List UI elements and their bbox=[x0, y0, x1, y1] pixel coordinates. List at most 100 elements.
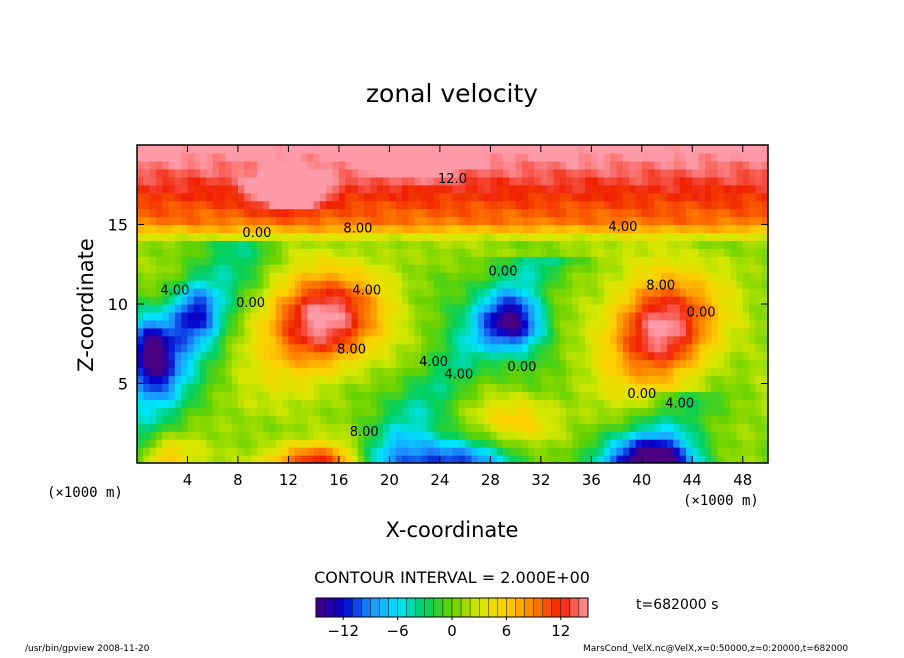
heatmap-cell bbox=[313, 280, 321, 289]
heatmap-cell bbox=[420, 351, 428, 361]
heatmap-cell bbox=[137, 160, 144, 170]
heatmap-cell bbox=[704, 208, 712, 218]
heatmap-cell bbox=[496, 192, 504, 202]
heatmap-cell bbox=[540, 383, 548, 393]
heatmap-cell bbox=[143, 240, 151, 249]
heatmap-cell bbox=[704, 311, 712, 321]
heatmap-cell bbox=[477, 343, 485, 353]
heatmap-cell bbox=[742, 192, 750, 202]
heatmap-cell bbox=[351, 240, 359, 249]
heatmap-cell bbox=[427, 343, 435, 353]
heatmap-cell bbox=[174, 455, 182, 463]
heatmap-cell bbox=[585, 447, 592, 456]
heatmap-cell bbox=[338, 200, 346, 210]
heatmap-cell bbox=[610, 264, 618, 273]
heatmap-cell bbox=[244, 248, 252, 257]
heatmap-cell bbox=[667, 208, 674, 218]
heatmap-cell bbox=[610, 208, 618, 218]
colorbar-segment bbox=[497, 597, 507, 618]
heatmap-cell bbox=[332, 319, 340, 329]
heatmap-cell bbox=[673, 168, 681, 178]
heatmap-cell bbox=[206, 383, 214, 393]
heatmap-cell bbox=[723, 407, 731, 416]
heatmap-cell bbox=[244, 280, 252, 289]
heatmap-cell bbox=[395, 168, 403, 178]
heatmap-cell bbox=[559, 216, 567, 226]
heatmap-cell bbox=[490, 168, 498, 178]
heatmap-cell bbox=[294, 264, 302, 273]
heatmap-cell bbox=[187, 407, 195, 416]
heatmap-cell bbox=[288, 168, 296, 178]
heatmap-cell bbox=[736, 296, 744, 305]
heatmap-cell bbox=[181, 256, 189, 265]
heatmap-cell bbox=[553, 264, 561, 273]
heatmap-cell bbox=[641, 439, 649, 448]
heatmap-cell bbox=[307, 280, 315, 289]
heatmap-cell bbox=[433, 351, 441, 361]
heatmap-cell bbox=[187, 359, 195, 369]
heatmap-cell bbox=[616, 335, 624, 345]
heatmap-cell bbox=[723, 176, 731, 186]
heatmap-cell bbox=[641, 192, 649, 202]
heatmap-cell bbox=[547, 383, 555, 393]
heatmap-cell bbox=[692, 256, 700, 265]
heatmap-cell bbox=[149, 407, 157, 416]
heatmap-cell bbox=[654, 288, 662, 297]
heatmap-cell bbox=[326, 272, 334, 281]
heatmap-cell bbox=[149, 145, 157, 154]
heatmap-cell bbox=[597, 407, 605, 416]
heatmap-cell bbox=[237, 439, 245, 448]
heatmap-cell bbox=[509, 224, 517, 234]
heatmap-cell bbox=[383, 176, 390, 186]
heatmap-cell bbox=[313, 327, 321, 337]
heatmap-cell bbox=[193, 455, 201, 463]
heatmap-cell bbox=[648, 304, 656, 313]
heatmap-cell bbox=[282, 399, 290, 408]
heatmap-cell bbox=[755, 423, 763, 432]
heatmap-cell bbox=[465, 208, 473, 218]
heatmap-cell bbox=[301, 327, 308, 337]
heatmap-cell bbox=[395, 407, 403, 416]
heatmap-cell bbox=[351, 407, 359, 416]
heatmap-cell bbox=[275, 391, 283, 400]
heatmap-cell bbox=[502, 455, 510, 463]
heatmap-cell bbox=[212, 152, 220, 162]
heatmap-cell bbox=[553, 431, 561, 440]
heatmap-cell bbox=[389, 200, 397, 210]
heatmap-cell bbox=[162, 375, 170, 385]
x-tick-label: 40 bbox=[632, 471, 651, 489]
heatmap-cell bbox=[685, 335, 693, 345]
heatmap-cell bbox=[730, 216, 738, 226]
heatmap-cell bbox=[761, 192, 768, 202]
heatmap-cell bbox=[307, 160, 315, 170]
heatmap-cell bbox=[137, 351, 144, 361]
heatmap-cell bbox=[540, 407, 548, 416]
heatmap-cell bbox=[200, 351, 208, 361]
heatmap-cell bbox=[648, 192, 656, 202]
heatmap-cell bbox=[370, 455, 378, 463]
heatmap-cell bbox=[490, 240, 498, 249]
heatmap-cell bbox=[509, 399, 517, 408]
heatmap-cell bbox=[698, 407, 706, 416]
heatmap-cell bbox=[263, 256, 271, 265]
heatmap-cell bbox=[591, 184, 599, 194]
heatmap-cell bbox=[585, 224, 592, 234]
heatmap-cell bbox=[572, 232, 580, 241]
heatmap-cell bbox=[603, 455, 611, 463]
heatmap-cell bbox=[471, 208, 479, 218]
heatmap-cell bbox=[193, 152, 201, 162]
heatmap-cell bbox=[364, 145, 372, 154]
heatmap-cell bbox=[231, 383, 239, 393]
heatmap-cell bbox=[301, 319, 308, 329]
heatmap-cell bbox=[237, 272, 245, 281]
heatmap-cell bbox=[616, 383, 624, 393]
heatmap-cell bbox=[294, 423, 302, 432]
heatmap-cell bbox=[654, 168, 662, 178]
heatmap-cell bbox=[755, 367, 763, 377]
heatmap-cell bbox=[698, 431, 706, 440]
heatmap-cell bbox=[723, 224, 731, 234]
heatmap-cell bbox=[502, 160, 510, 170]
heatmap-cell bbox=[692, 391, 700, 400]
heatmap-cell bbox=[622, 304, 630, 313]
heatmap-cell bbox=[736, 280, 744, 289]
